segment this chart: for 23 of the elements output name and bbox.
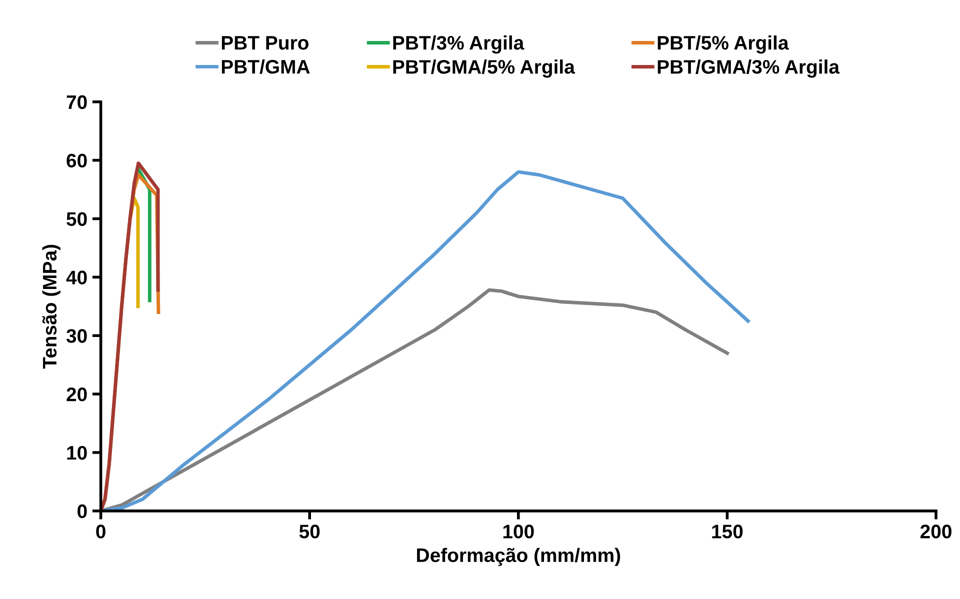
x-tick-label: 150 [712, 524, 743, 538]
legend-label: PBT/GMA/5% Argila [393, 59, 576, 78]
line-series [100, 288, 729, 511]
legend-label: PBT/5% Argila [658, 35, 789, 54]
x-tick-label: 200 [920, 524, 952, 538]
y-tick-label: 70 [66, 95, 87, 110]
y-tick-label: 30 [66, 329, 87, 343]
x-tick-label: 50 [299, 524, 320, 538]
y-tick-label: 40 [66, 270, 87, 284]
legend-label: PBT Puro [222, 36, 308, 50]
legend-label: PBT/3% Argila [393, 35, 524, 54]
x-tick-label: 100 [503, 524, 534, 538]
y-tick-label: 50 [66, 212, 87, 226]
y-tick-label: 10 [67, 446, 87, 460]
x-tick-label: 0 [96, 524, 106, 538]
x-axis-title: Deformação (mm/mm) [417, 548, 620, 566]
legend-label: PBT/GMA/3% Argila [658, 59, 840, 78]
y-tick-label: 60 [66, 154, 87, 168]
y-axis-title: Tensão (MPa) [42, 244, 60, 369]
y-tick-label: 0 [78, 504, 87, 518]
legend-label: PBT/GMA [222, 59, 310, 74]
y-tick-label: 20 [66, 388, 87, 402]
line-series [100, 170, 750, 511]
